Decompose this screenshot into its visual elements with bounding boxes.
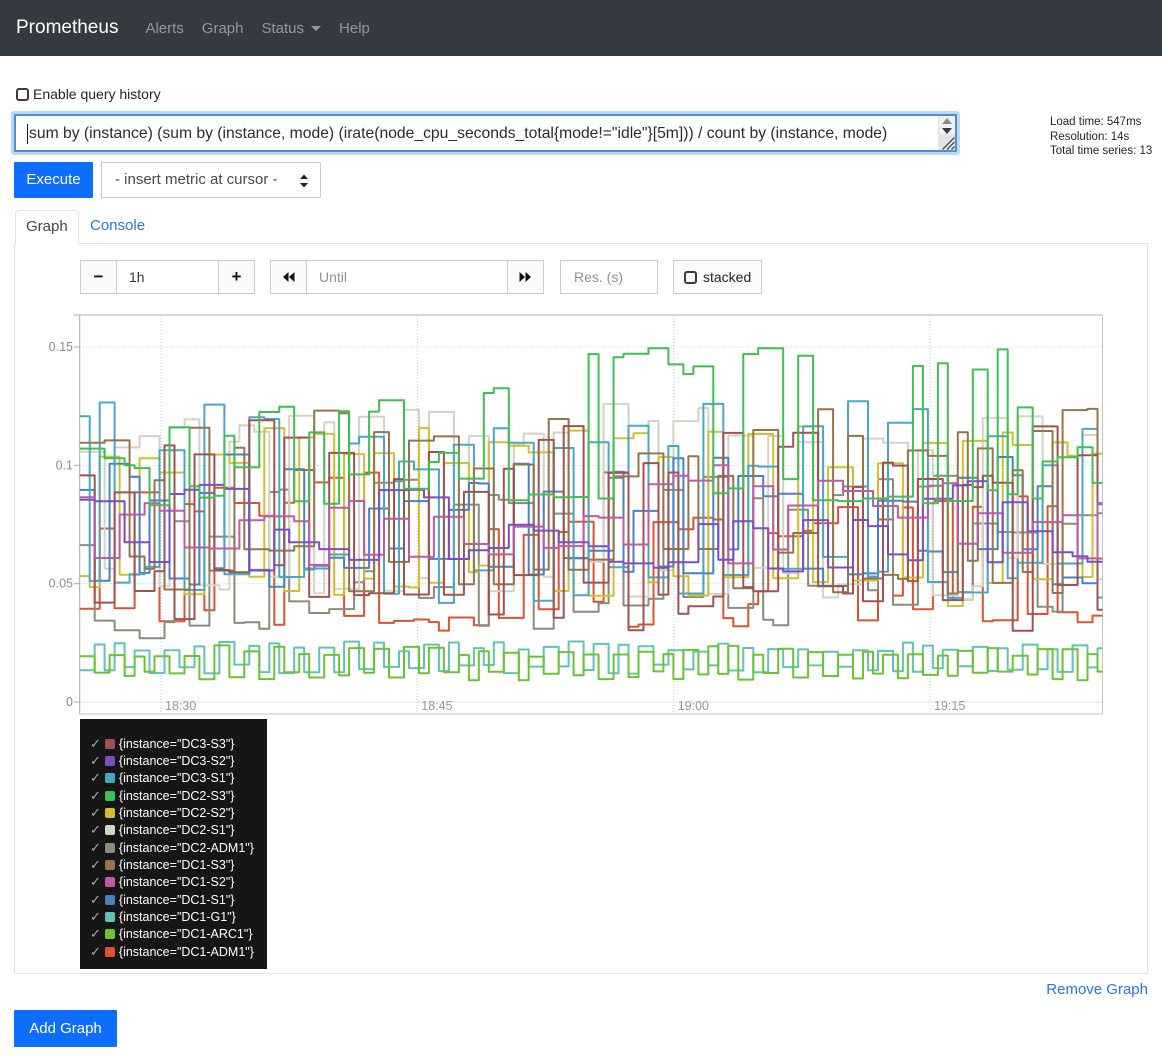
svg-text:0.15: 0.15 xyxy=(49,340,73,354)
svg-text:19:00: 19:00 xyxy=(678,699,709,713)
svg-text:0: 0 xyxy=(66,695,73,709)
svg-text:18:45: 18:45 xyxy=(421,699,452,713)
svg-text:18:30: 18:30 xyxy=(165,699,196,713)
svg-text:19:15: 19:15 xyxy=(934,699,965,713)
svg-text:0.05: 0.05 xyxy=(49,577,73,591)
svg-text:0.1: 0.1 xyxy=(56,458,73,472)
